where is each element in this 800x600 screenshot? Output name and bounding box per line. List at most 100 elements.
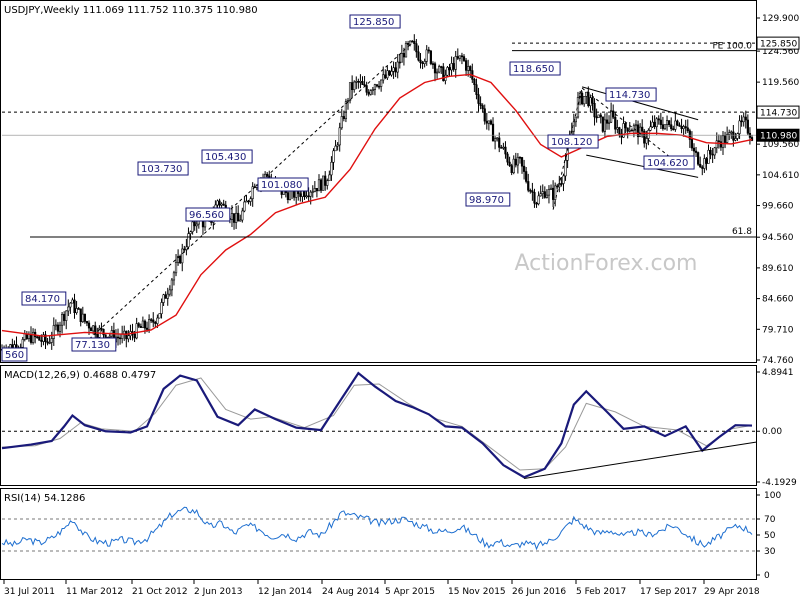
candle [504, 141, 507, 159]
candle-body [663, 124, 667, 129]
candle-body [317, 179, 321, 192]
macd-y-tick-label: 4.8941 [762, 368, 794, 378]
candle [508, 156, 511, 167]
candle [400, 44, 403, 63]
candle [160, 298, 163, 319]
candle-body [467, 66, 470, 71]
price-annotation-box [605, 87, 657, 102]
candle [518, 156, 522, 164]
candle [421, 60, 424, 70]
candle [170, 277, 173, 297]
candle [42, 331, 45, 346]
candle-body [315, 188, 319, 192]
channel-lower-line [586, 154, 699, 178]
candle [670, 117, 673, 132]
candle-body [158, 313, 161, 319]
candle-body [639, 126, 642, 138]
candle-body [574, 116, 577, 123]
candle-body [726, 134, 729, 143]
x-tick-label: 26 Jun 2016 [512, 587, 566, 597]
candle [69, 302, 72, 314]
candle-body [392, 67, 395, 72]
candle-body [547, 189, 551, 196]
candle-body [332, 150, 335, 163]
candle-body [514, 158, 517, 166]
candle-body [479, 103, 482, 106]
candle-body [659, 119, 662, 125]
candle [247, 199, 250, 205]
candle [369, 89, 372, 96]
candle-body [605, 119, 609, 124]
candle-body [647, 130, 650, 139]
price-annotation: 96.560 [185, 207, 231, 222]
candle [649, 120, 652, 132]
candle-body [692, 147, 696, 152]
candle [597, 114, 600, 118]
price-annotation-box [547, 134, 599, 149]
price-annotation-text: 77.130 [75, 340, 110, 351]
candle-body [746, 119, 749, 134]
candle [498, 132, 501, 153]
price-annotation-text: 104.620 [647, 158, 688, 169]
candle [322, 175, 325, 191]
candle-body [357, 80, 360, 83]
candle [189, 230, 192, 240]
candle [605, 112, 609, 130]
candle-body [187, 233, 190, 248]
rsi-y-tick-label: 100 [764, 491, 781, 501]
candle [249, 196, 252, 206]
symbol-label: USDJPY,Weekly [4, 5, 80, 16]
candle [390, 65, 393, 77]
price-annotation-box [71, 337, 117, 352]
price-annotation: 105.430 [201, 149, 253, 164]
candle-body [73, 299, 76, 314]
price-annotation-box [643, 155, 695, 170]
candle [744, 110, 747, 129]
candle [396, 54, 399, 79]
candle-body [235, 212, 238, 223]
candle [77, 307, 80, 310]
candle-body [670, 124, 673, 130]
candle-body [67, 306, 70, 312]
price-annotation-text: 96.560 [189, 210, 224, 221]
candle [363, 76, 366, 87]
price-y-tick-label: 79.710 [762, 325, 794, 335]
candle [36, 335, 39, 339]
candle-body [477, 94, 480, 104]
candle [319, 178, 323, 193]
candle-body [324, 175, 327, 186]
candle [406, 40, 410, 51]
candle [305, 191, 308, 199]
candle-body [367, 91, 370, 95]
candle-body [607, 121, 611, 124]
candle [717, 134, 720, 149]
candle [746, 114, 749, 136]
candle-body [529, 189, 532, 192]
price-annotation-text: 125.850 [353, 17, 394, 28]
price-panel-frame [0, 0, 757, 363]
candle [230, 205, 234, 227]
candle [239, 214, 242, 222]
candle-body [493, 138, 497, 142]
macd-line [1, 371, 753, 479]
candle-body [181, 248, 184, 264]
candle [85, 320, 89, 327]
candle-body [506, 153, 509, 163]
candle [357, 78, 360, 89]
candle-body [21, 339, 24, 348]
price-y-tick-label: 99.660 [762, 202, 794, 212]
candle [556, 183, 559, 189]
candle [334, 140, 337, 152]
candle [166, 287, 169, 306]
candle-body [431, 63, 435, 65]
candle [585, 91, 588, 105]
candle [531, 182, 534, 201]
price-axis-marker-box [756, 36, 800, 50]
candle [152, 312, 155, 328]
candle-body [597, 114, 600, 118]
candle [672, 125, 675, 131]
candle-body [539, 193, 542, 197]
candle-body [23, 333, 26, 340]
candle-body [527, 181, 530, 191]
macd-panel-frame [0, 365, 757, 486]
